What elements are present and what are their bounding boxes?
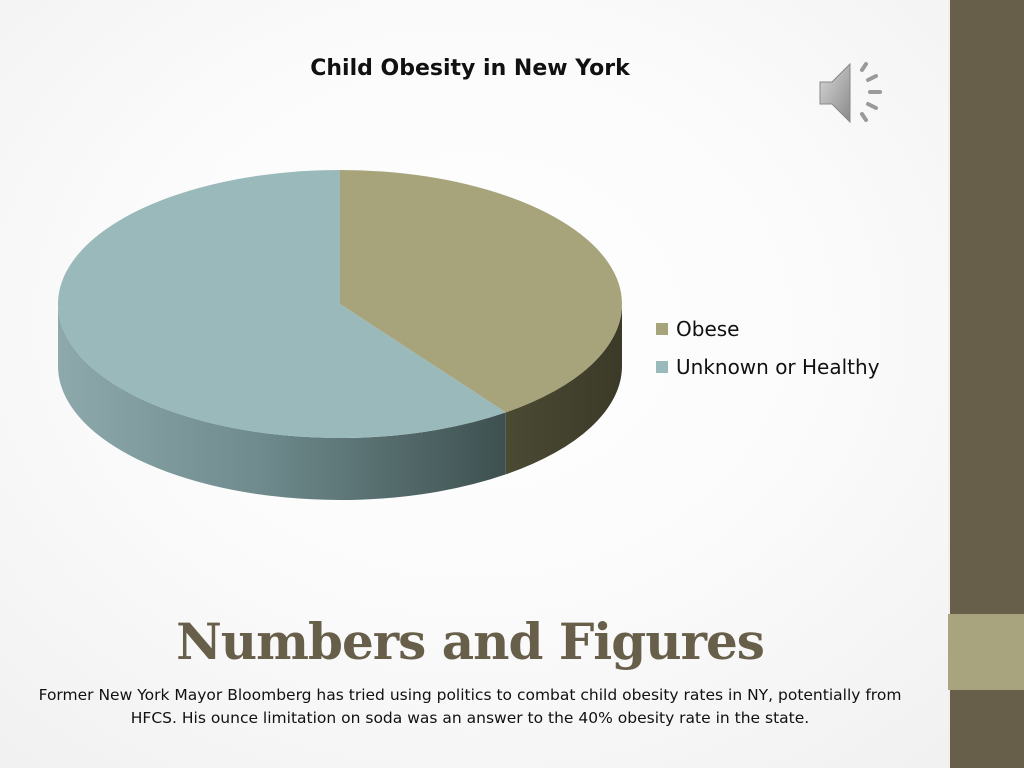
pie-slice-unknown-or-healthy xyxy=(57,170,506,438)
pie-side-obese xyxy=(505,304,622,475)
theme-sidebar xyxy=(948,0,1024,768)
legend-swatch-healthy xyxy=(656,361,668,373)
legend-item-healthy: Unknown or Healthy xyxy=(656,348,880,386)
legend-label-obese: Obese xyxy=(676,317,740,341)
sidebar-divider xyxy=(948,0,950,768)
slide-body-text: Former New York Mayor Bloomberg has trie… xyxy=(38,686,902,727)
speaker-icon[interactable] xyxy=(814,58,890,128)
chart-title: Child Obesity in New York xyxy=(310,56,630,81)
legend-swatch-obese xyxy=(656,323,668,335)
slide-title: Numbers and Figures xyxy=(176,612,765,671)
pie-side-unknown-or-healthy xyxy=(57,304,506,500)
legend-item-obese: Obese xyxy=(656,310,880,348)
legend-label-healthy: Unknown or Healthy xyxy=(676,355,880,379)
pie-slice-obese xyxy=(340,170,622,413)
pie-chart xyxy=(57,170,622,500)
chart-legend: Obese Unknown or Healthy xyxy=(656,310,880,386)
sidebar-accent-block xyxy=(948,614,1024,690)
